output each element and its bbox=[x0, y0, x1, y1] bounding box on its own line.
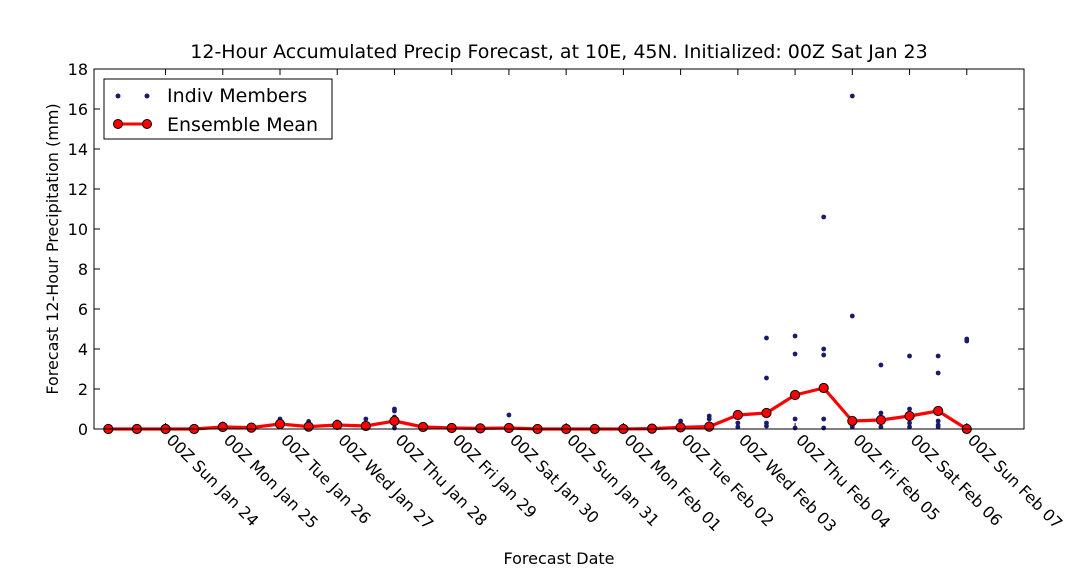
member-point bbox=[935, 370, 941, 376]
x-tick-label: 00Z Mon Feb 01 bbox=[621, 430, 726, 535]
member-point bbox=[506, 412, 512, 418]
member-point bbox=[821, 425, 827, 431]
member-point bbox=[735, 424, 741, 430]
ensemble-mean-point bbox=[818, 382, 829, 394]
ensemble-mean-point bbox=[732, 409, 743, 421]
member-point bbox=[821, 346, 827, 352]
legend-marker-members bbox=[115, 93, 121, 99]
ensemble-mean-point bbox=[904, 410, 915, 422]
member-point bbox=[878, 410, 884, 416]
ensemble-mean-point bbox=[417, 421, 429, 433]
x-tick-label: 00Z Wed Feb 03 bbox=[735, 430, 840, 535]
x-axis-label: Forecast Date bbox=[503, 549, 614, 568]
member-point bbox=[878, 362, 884, 368]
ensemble-mean-point bbox=[303, 421, 314, 432]
y-tick-label: 6 bbox=[78, 300, 88, 319]
ensemble-mean-point bbox=[446, 422, 457, 434]
member-point bbox=[878, 424, 884, 430]
legend-marker-mean bbox=[142, 119, 152, 129]
axes-frame bbox=[93, 68, 1025, 430]
y-tick-label: 4 bbox=[78, 340, 88, 359]
member-point bbox=[735, 420, 741, 426]
member-point bbox=[792, 333, 798, 339]
chart-title: 12-Hour Accumulated Precip Forecast, at … bbox=[190, 41, 927, 63]
member-point bbox=[764, 423, 769, 429]
y-tick-label: 16 bbox=[68, 100, 88, 119]
member-point bbox=[964, 338, 970, 344]
member-point bbox=[849, 93, 855, 99]
legend-label-mean: Ensemble Mean bbox=[167, 114, 318, 136]
ensemble-mean-point bbox=[704, 421, 715, 432]
member-point bbox=[792, 425, 798, 431]
ensemble-mean-point bbox=[274, 418, 286, 430]
legend-label-members: Indiv Members bbox=[167, 85, 307, 107]
member-point bbox=[392, 425, 397, 431]
y-axis-label: Forecast 12-Hour Precipitation (mm) bbox=[43, 103, 62, 394]
member-point bbox=[678, 418, 684, 424]
ensemble-mean-point bbox=[503, 422, 515, 434]
y-tick-label: 14 bbox=[68, 140, 88, 159]
member-point bbox=[363, 416, 369, 422]
ensemble-mean-point bbox=[933, 405, 944, 417]
member-point bbox=[392, 408, 397, 414]
member-point bbox=[821, 214, 827, 220]
member-point bbox=[935, 418, 941, 424]
member-point bbox=[821, 352, 827, 358]
ensemble-mean-point bbox=[475, 423, 486, 434]
member-point bbox=[821, 416, 827, 422]
y-tick-label: 18 bbox=[68, 60, 88, 79]
member-point bbox=[764, 335, 769, 341]
ensemble-mean-point bbox=[246, 422, 257, 433]
y-tick-label: 12 bbox=[68, 180, 88, 199]
ensemble-mean-point bbox=[847, 415, 858, 427]
ensemble-mean-line bbox=[108, 386, 968, 431]
ensemble-mean-point bbox=[332, 419, 343, 431]
ensemble-mean-point bbox=[675, 422, 686, 433]
legend-marker-members bbox=[144, 93, 150, 99]
y-tick-label: 0 bbox=[78, 420, 88, 439]
y-tick-label: 2 bbox=[78, 380, 88, 399]
member-point bbox=[792, 351, 798, 357]
member-point bbox=[907, 420, 912, 426]
y-tick-label: 8 bbox=[78, 260, 88, 279]
member-point bbox=[907, 424, 912, 430]
member-point bbox=[764, 375, 769, 381]
ensemble-mean-point bbox=[360, 420, 371, 432]
legend-box bbox=[103, 78, 333, 140]
ensemble-mean-point bbox=[389, 415, 400, 427]
member-point bbox=[907, 406, 912, 412]
x-tick-label: 00Z Sun Feb 07 bbox=[964, 430, 1066, 532]
ensemble-mean-point bbox=[761, 407, 772, 419]
y-tick-label: 10 bbox=[68, 220, 88, 239]
member-point bbox=[907, 353, 912, 359]
member-point bbox=[935, 424, 941, 430]
ensemble-mean-point bbox=[217, 421, 228, 433]
ensemble-mean-point bbox=[875, 414, 887, 426]
member-point bbox=[706, 416, 712, 422]
ensemble-mean-point bbox=[789, 389, 801, 401]
legend: Indiv Members Ensemble Mean bbox=[103, 78, 333, 140]
legend-marker-mean bbox=[113, 119, 123, 129]
member-point bbox=[935, 353, 941, 359]
member-point bbox=[792, 416, 798, 422]
member-point bbox=[849, 313, 855, 319]
